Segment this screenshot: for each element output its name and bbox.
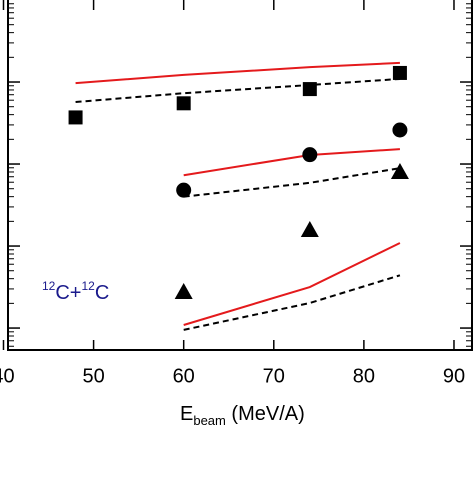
x-tick-label: 80 (353, 365, 375, 387)
x-tick-label: 70 (263, 365, 285, 387)
marker (390, 162, 409, 179)
x-tick-label: 60 (173, 365, 195, 387)
x-tick-label: 90 (443, 365, 465, 387)
marker (174, 283, 193, 300)
plot-frame (7, 0, 473, 351)
x-tick-label: 50 (82, 365, 104, 387)
marker (68, 110, 83, 125)
marker (176, 96, 191, 111)
marker (302, 82, 317, 97)
line (183, 148, 400, 177)
line (183, 274, 401, 331)
line (75, 61, 400, 85)
marker (392, 122, 408, 138)
annotation: 12C+12C (42, 279, 109, 304)
marker (392, 65, 407, 80)
marker (302, 147, 318, 163)
marker (300, 220, 319, 237)
line (75, 77, 400, 104)
x-axis-label: Ebeam (MeV/A) (180, 403, 305, 428)
line (183, 242, 401, 326)
line (183, 167, 401, 198)
marker (176, 182, 192, 198)
x-tick-label: 40 (0, 365, 15, 387)
